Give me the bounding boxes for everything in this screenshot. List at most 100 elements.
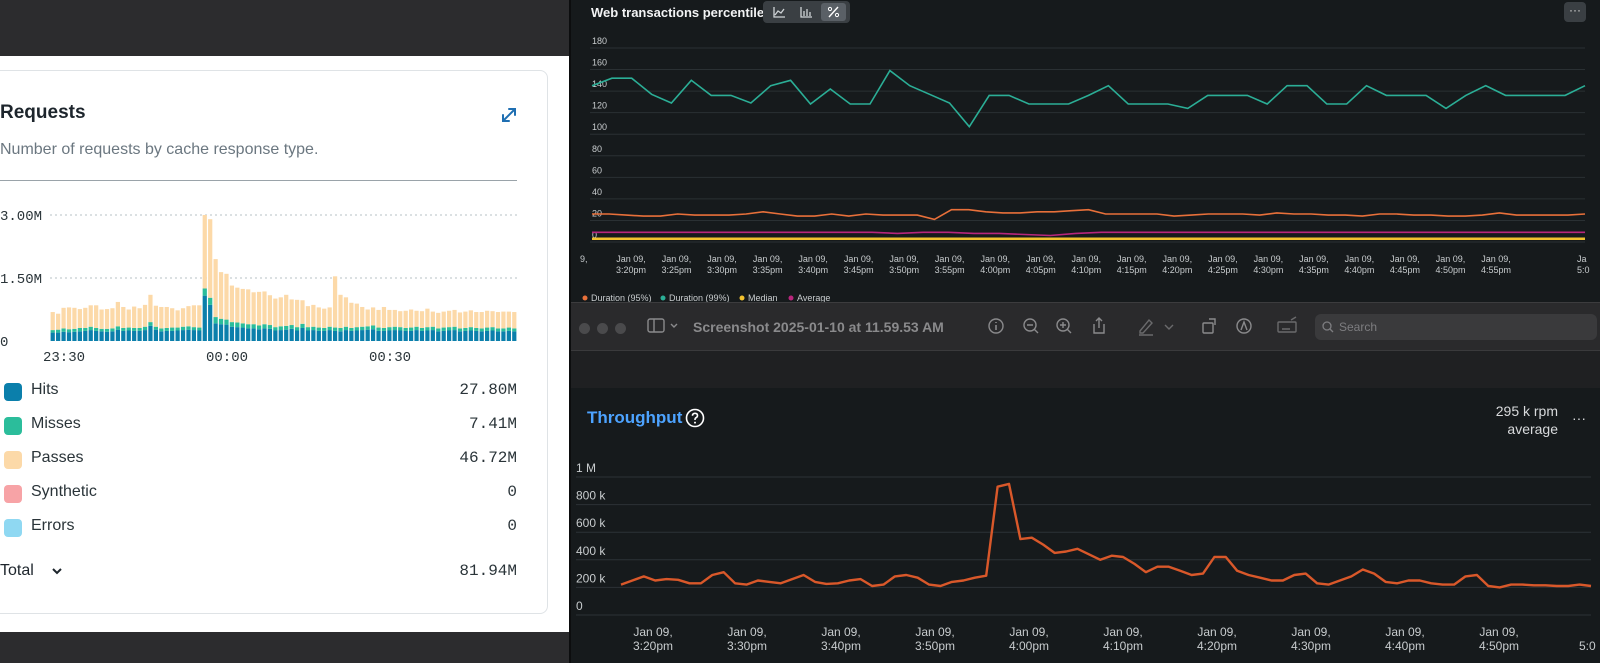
highlight-icon[interactable] [1234,316,1254,336]
share-icon[interactable] [1089,316,1109,336]
legend-dot [582,295,588,301]
preview-search-field[interactable]: Search [1315,314,1597,340]
x-tick-label: 4:30pm [1291,639,1331,653]
bar-segment [300,323,305,328]
legend-dot [739,295,745,301]
bar-segment [213,259,218,318]
rotate-icon[interactable] [1199,316,1219,336]
x-tick-label: 4:00pm [980,265,1010,275]
bar-segment [360,306,365,327]
y-tick-label: 800 k [576,489,606,503]
zoom-out-icon[interactable] [1021,316,1041,336]
help-icon[interactable] [685,408,705,428]
bar-segment [262,324,267,329]
legend-label: Duration (95%) [591,293,652,302]
legend-row-misses[interactable]: Misses 7.41M [0,413,517,439]
bar-segment [262,328,267,341]
throughput-title[interactable]: Throughput [587,408,683,427]
bar-segment [83,330,88,341]
bar-segment [208,304,213,341]
bar-segment [338,294,343,328]
form-fill-icon[interactable] [1276,316,1298,336]
x-tick-label: 00:00 [206,350,248,366]
bar-segment [463,311,468,328]
markup-pen-icon[interactable] [1136,316,1156,336]
legend-row-synthetic[interactable]: Synthetic 0 [0,481,517,507]
percent-chart-button[interactable] [821,3,846,21]
bar-segment [479,312,484,329]
expand-icon[interactable] [500,106,518,124]
chevron-down-icon[interactable] [1162,316,1176,336]
y-tick-label: 140 [592,79,607,89]
x-tick-label: 4:35pm [1299,265,1329,275]
x-tick-label: Jan 09, [1481,254,1511,264]
close-window-button[interactable] [579,323,590,334]
bar-segment [485,327,490,331]
x-tick-label: 3:20pm [633,639,673,653]
x-tick-label: 3:20pm [616,265,646,275]
chevron-down-icon[interactable] [50,564,64,578]
bar-segment [419,311,425,328]
legend-row-hits[interactable]: Hits 27.80M [0,379,517,405]
legend-row-passes[interactable]: Passes 46.72M [0,447,517,473]
bar-segment [218,272,224,319]
bar-segment [235,287,240,323]
bar-segment [202,288,207,296]
bar-segment [164,306,169,328]
throughput-more-button[interactable]: ··· [1572,410,1586,426]
bar-segment [83,327,88,331]
bar-segment [289,299,294,326]
legend-row-errors[interactable]: Errors 0 [0,515,517,541]
bar-segment [110,308,115,329]
bar-segment [327,307,332,327]
legend-label: Misses [31,415,81,432]
x-tick-label: Jan 09, [1385,625,1424,639]
bar-segment [94,330,99,341]
bar-segment [235,327,240,341]
bar-segment [501,311,506,329]
bar-segment [218,324,224,341]
x-tick-label: Jan 09, [1291,625,1330,639]
bar-segment [474,312,479,328]
x-tick-label: Jan 09, [1071,254,1101,264]
x-tick-label: Jan 09, [1117,254,1147,264]
left-top-bar [0,0,570,56]
bar-segment [180,308,186,327]
bar-segment [262,291,267,325]
x-tick-label: 3:40pm [821,639,861,653]
info-icon[interactable] [986,316,1006,336]
x-tick-label: 4:50pm [1479,639,1519,653]
requests-title: Requests [0,102,86,123]
requests-divider [0,180,517,181]
bar-segment [224,273,229,320]
bar-segment [485,330,490,341]
bar-segment [142,326,148,331]
total-row[interactable]: Total 81.94M [0,560,517,586]
bar-segment [284,329,289,341]
area-chart-button[interactable] [767,3,792,21]
bar-segment [115,329,120,341]
search-icon [1322,321,1334,333]
bar-segment [159,331,164,341]
bar-segment [50,312,55,331]
left-bottom-bar [0,632,570,663]
bar-segment [447,310,452,328]
bar-segment [316,330,321,341]
bar-segment [338,331,343,341]
x-tick-label: 9, [580,254,588,264]
bar-chart-icon [800,7,812,18]
zoom-window-button[interactable] [615,323,626,334]
bar-segment [468,310,473,328]
legend-dot [788,295,794,301]
y-tick-label: 1.50M [0,272,42,288]
y-tick-label: 80 [592,144,602,154]
bar-segment [164,330,169,341]
sidebar-icon[interactable] [647,316,683,336]
web-transactions-more-button[interactable]: ··· [1564,2,1586,22]
minimize-window-button[interactable] [597,323,608,334]
bar-segment [354,330,359,341]
bar-chart-button[interactable] [794,3,819,21]
bar-segment [213,317,218,324]
x-tick-label: Jan 09, [1163,254,1193,264]
zoom-in-icon[interactable] [1054,316,1074,336]
